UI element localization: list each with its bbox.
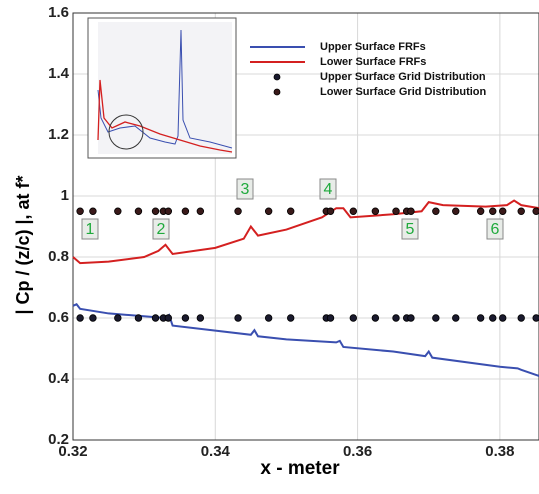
grid-point [371,314,380,322]
grid-point [407,314,415,322]
grid-point [114,207,122,215]
grid-point [76,314,84,322]
annotation: 1 [86,221,95,238]
grid-point [432,314,440,322]
legend: Upper Surface FRFs Lower Surface FRFs Uppe… [250,41,487,98]
grid-point [134,314,143,322]
grid-point [151,314,160,322]
y-tick-label: 0.2 [48,431,69,448]
grid-point [181,207,190,215]
grid-point [489,314,497,322]
grid-point [234,207,242,215]
grid-point [89,207,97,215]
annotation-box [486,218,504,240]
grid-point [452,207,460,215]
inset [87,17,237,159]
grid-point [287,207,295,215]
legend-label: Lower Surface Grid Distribution [320,86,487,98]
grid-point [196,314,205,322]
grid-point [407,207,415,215]
grid-point [349,314,358,322]
legend-label: Upper Surface FRFs [320,41,426,53]
y-tick-label: 1.4 [48,65,70,82]
grid-point [326,314,335,322]
grid-point [371,207,380,215]
inset-line [97,79,233,153]
grid-point [114,314,122,322]
grid-point [181,314,190,322]
grid-point [196,207,205,215]
grid-point [392,207,400,215]
grid-point [89,314,97,322]
grid-point [287,314,295,322]
grid-point [134,207,143,215]
grid-point [164,314,173,322]
grid-point [151,207,160,215]
x-tick-label: 0.32 [58,443,87,460]
inset-circle [108,114,144,150]
legend-label: Upper Surface Grid Distribution [320,71,486,83]
annotation-box [152,218,170,240]
grid-point [164,207,173,215]
x-axis-label: x - meter [260,458,340,479]
grid-point [476,314,485,322]
x-tick-label: 0.34 [201,443,231,460]
annotation-box [81,218,99,240]
grid-point [499,207,507,215]
grid-point [392,314,400,322]
plot-marks [72,199,539,377]
annotation-box [319,178,337,200]
x-tick-label: 0.38 [485,443,514,460]
y-tick-label: 1.2 [48,126,69,143]
grid-point [532,314,539,322]
annotation: 4 [324,181,333,198]
grid-point [264,314,273,322]
grid-point [349,207,358,215]
y-tick-label: 0.8 [48,248,69,265]
x-tick-label: 0.36 [343,443,372,460]
grid-point [517,314,525,322]
annotation-box [236,178,254,200]
annotation: 5 [406,221,415,238]
plot-frame [72,12,539,441]
y-tick-label: 1.6 [48,4,69,21]
grid-point [532,207,539,215]
grid-point [264,207,273,215]
grid-point [499,314,507,322]
y-tick-label: 1 [61,187,69,204]
y-tick-label: 0.6 [48,309,69,326]
grid-point [326,207,335,215]
data-line [72,199,539,265]
annotation-box [401,218,419,240]
data-line [72,303,539,377]
annotation: 6 [491,221,500,238]
annotation: 2 [157,221,166,238]
legend-symbol [273,88,281,96]
grid-point [476,207,485,215]
y-tick-label: 0.4 [48,370,70,387]
grid-point [76,207,84,215]
grid-point [489,207,497,215]
inset-line [97,29,233,149]
legend-symbol [273,73,281,81]
annotation: 3 [241,181,250,198]
grid-point [234,314,242,322]
grid-point [432,207,440,215]
inset-area [98,22,232,154]
grid-point [517,207,525,215]
legend-label: Lower Surface FRFs [320,56,426,68]
y-axis-label: | Cp / (z/c) |, at f* [13,175,33,314]
grid-point [452,314,460,322]
